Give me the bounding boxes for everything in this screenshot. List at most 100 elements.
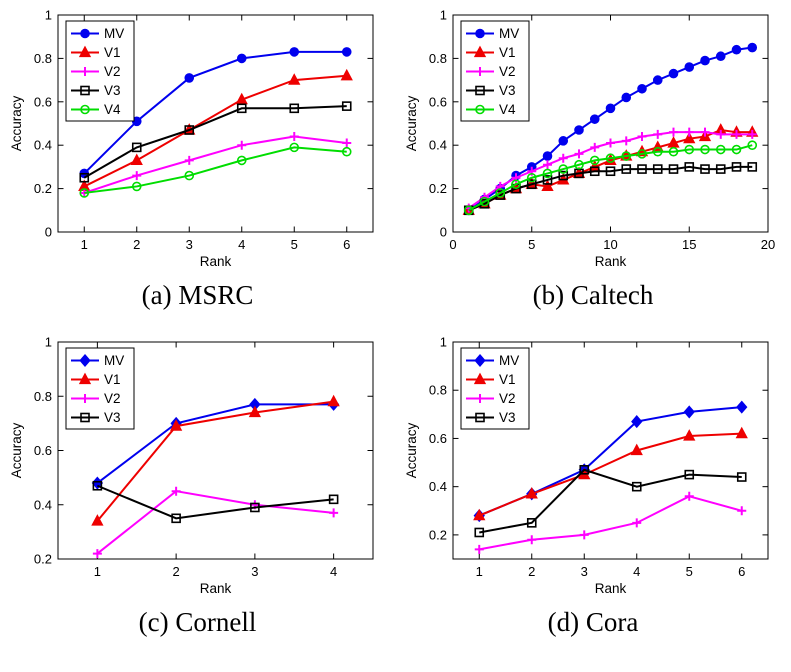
svg-text:0.6: 0.6 xyxy=(33,443,51,458)
svg-text:4: 4 xyxy=(238,237,245,252)
svg-text:0.4: 0.4 xyxy=(429,479,447,494)
svg-text:0.8: 0.8 xyxy=(429,51,447,66)
caption-msrc: (a) MSRC xyxy=(141,280,254,310)
svg-text:0.8: 0.8 xyxy=(33,51,51,66)
series-v3 xyxy=(78,101,352,183)
series-mv xyxy=(78,47,352,179)
series-v2 xyxy=(474,491,747,554)
svg-text:20: 20 xyxy=(761,237,775,252)
svg-text:V3: V3 xyxy=(104,410,121,425)
svg-text:Accuracy: Accuracy xyxy=(9,95,24,151)
series-v2 xyxy=(464,127,757,213)
svg-text:0.2: 0.2 xyxy=(33,181,51,196)
svg-text:10: 10 xyxy=(603,237,617,252)
svg-text:0.4: 0.4 xyxy=(429,138,447,153)
caption-cora: (d) Cora xyxy=(547,607,639,637)
svg-text:V2: V2 xyxy=(104,391,121,406)
svg-text:MV: MV xyxy=(104,26,124,41)
axes: 1 2 3 4 0.2 0.4 0.6 0.8 1 Rank Accuracy xyxy=(9,335,373,596)
svg-text:0: 0 xyxy=(44,225,51,240)
panel-msrc: 1 2 3 4 5 6 0 0.2 0.4 0.6 0.8 1 Rank Accuracy MV V1 V2 V3… xyxy=(0,6,395,311)
svg-text:Rank: Rank xyxy=(199,581,231,596)
svg-text:1: 1 xyxy=(476,564,483,579)
svg-text:0.2: 0.2 xyxy=(429,527,447,542)
svg-text:2: 2 xyxy=(133,237,140,252)
legend: MV V1 V2 V3 xyxy=(460,347,530,430)
svg-text:V3: V3 xyxy=(499,83,516,98)
svg-text:Rank: Rank xyxy=(595,581,627,596)
chart-cornell: 1 2 3 4 0.2 0.4 0.6 0.8 1 Rank Accuracy MV V1 V2 V3 xyxy=(9,335,373,596)
svg-text:MV: MV xyxy=(499,26,519,41)
series-v2 xyxy=(79,132,351,198)
svg-text:0.6: 0.6 xyxy=(33,94,51,109)
svg-text:Rank: Rank xyxy=(595,254,627,269)
svg-text:0: 0 xyxy=(449,237,456,252)
svg-text:0.4: 0.4 xyxy=(33,138,51,153)
svg-text:V2: V2 xyxy=(499,64,516,79)
svg-text:0.2: 0.2 xyxy=(33,552,51,567)
chart-cora: 1 2 3 4 5 6 0.2 0.4 0.6 0.8 1 Rank Accuracy MV V1 V2 V3 xyxy=(404,335,769,596)
chart-caltech: 0 5 10 15 20 0 0.2 0.4 0.6 0.8 1 Rank Accuracy MV V1 V2… xyxy=(404,8,775,270)
svg-text:MV: MV xyxy=(104,353,124,368)
axes: 0 5 10 15 20 0 0.2 0.4 0.6 0.8 1 Rank Accuracy xyxy=(404,8,775,270)
svg-text:4: 4 xyxy=(330,564,337,579)
svg-text:1: 1 xyxy=(440,335,447,350)
svg-text:1: 1 xyxy=(44,8,51,23)
svg-text:2: 2 xyxy=(528,564,535,579)
chart-msrc: 1 2 3 4 5 6 0 0.2 0.4 0.6 0.8 1 Rank Accuracy MV V1 V2 V3… xyxy=(9,8,373,269)
svg-text:1: 1 xyxy=(80,237,87,252)
series-v3 xyxy=(474,464,747,538)
axes: 1 2 3 4 5 6 0.2 0.4 0.6 0.8 1 Rank Accuracy xyxy=(404,335,769,596)
svg-text:3: 3 xyxy=(251,564,258,579)
panel-cora: 1 2 3 4 5 6 0.2 0.4 0.6 0.8 1 Rank Accuracy MV V1 V2 V3 … xyxy=(395,333,791,638)
svg-text:2: 2 xyxy=(172,564,179,579)
svg-text:15: 15 xyxy=(682,237,696,252)
axes: 1 2 3 4 5 6 0 0.2 0.4 0.6 0.8 1 Rank Accuracy xyxy=(9,8,373,269)
legend: MV V1 V2 V3 V4 xyxy=(460,20,530,122)
series-v3 xyxy=(92,480,338,524)
legend: MV V1 V2 V3 V4 xyxy=(65,20,134,122)
svg-text:0.8: 0.8 xyxy=(33,389,51,404)
series-v1 xyxy=(90,394,340,526)
svg-text:0.2: 0.2 xyxy=(429,181,447,196)
svg-text:0: 0 xyxy=(440,225,447,240)
svg-text:V4: V4 xyxy=(104,102,121,117)
svg-text:Accuracy: Accuracy xyxy=(9,422,24,478)
svg-text:6: 6 xyxy=(738,564,745,579)
series-v2 xyxy=(92,486,338,559)
caption-cornell: (c) Cornell xyxy=(138,607,257,637)
svg-text:1: 1 xyxy=(44,335,51,350)
series-v4 xyxy=(78,142,352,198)
svg-text:V1: V1 xyxy=(499,45,516,60)
svg-text:Accuracy: Accuracy xyxy=(404,422,419,478)
panel-caltech: 0 5 10 15 20 0 0.2 0.4 0.6 0.8 1 Rank Accuracy MV V1 V2… xyxy=(395,6,791,311)
svg-text:V4: V4 xyxy=(499,102,516,117)
figure-grid: 1 2 3 4 5 6 0 0.2 0.4 0.6 0.8 1 Rank Accuracy MV V1 V2 V3… xyxy=(0,6,791,638)
svg-text:1: 1 xyxy=(440,8,447,23)
caption-caltech: (b) Caltech xyxy=(532,280,654,310)
svg-text:0.8: 0.8 xyxy=(429,383,447,398)
svg-text:V2: V2 xyxy=(499,391,516,406)
svg-text:1: 1 xyxy=(93,564,100,579)
svg-text:V1: V1 xyxy=(499,372,516,387)
svg-text:5: 5 xyxy=(686,564,693,579)
svg-text:MV: MV xyxy=(499,353,519,368)
svg-text:V1: V1 xyxy=(104,372,121,387)
svg-text:0.6: 0.6 xyxy=(429,94,447,109)
svg-text:0.6: 0.6 xyxy=(429,431,447,446)
svg-text:5: 5 xyxy=(528,237,535,252)
svg-text:5: 5 xyxy=(290,237,297,252)
svg-text:3: 3 xyxy=(185,237,192,252)
svg-text:6: 6 xyxy=(343,237,350,252)
svg-text:V3: V3 xyxy=(499,410,516,425)
svg-text:Accuracy: Accuracy xyxy=(404,95,419,151)
svg-text:V3: V3 xyxy=(104,83,121,98)
svg-text:V2: V2 xyxy=(104,64,121,79)
series-v1 xyxy=(473,426,748,521)
legend: MV V1 V2 V3 xyxy=(65,347,134,430)
svg-text:3: 3 xyxy=(581,564,588,579)
svg-text:0.4: 0.4 xyxy=(33,497,51,512)
series-v4 xyxy=(463,140,758,216)
svg-text:Rank: Rank xyxy=(199,254,231,269)
svg-text:V1: V1 xyxy=(104,45,121,60)
